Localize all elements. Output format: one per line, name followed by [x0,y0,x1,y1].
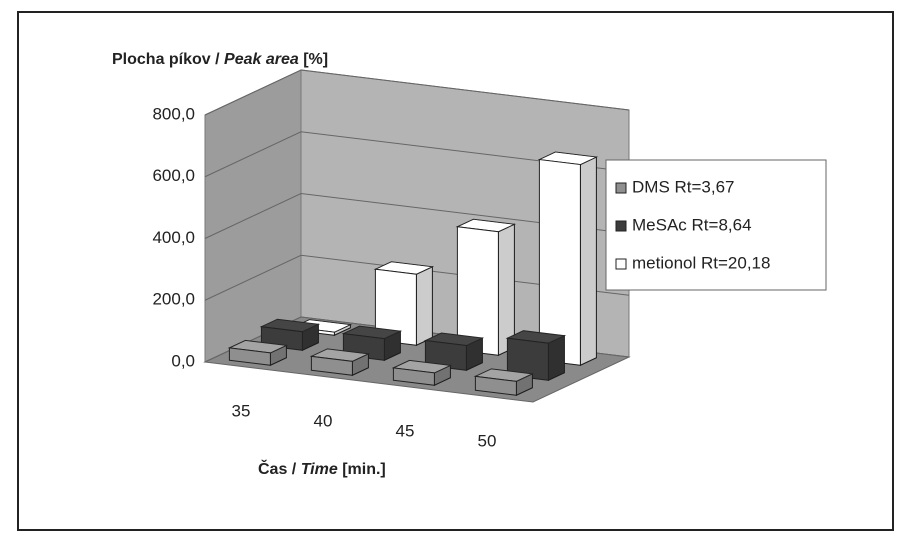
bar-front [228,347,271,366]
axis-title-part: [min.] [338,461,386,478]
axis-title-part: Peak area [224,51,299,68]
bar-front [474,375,517,396]
grid-line [204,131,630,178]
legend-swatch [615,258,627,270]
y-tick-label: 600,0 [152,166,195,185]
bar [423,332,485,372]
axis-title: Plocha píkov / Peak area [%] [112,51,328,68]
y-tick-label: 200,0 [152,290,195,309]
bar-front [374,268,417,346]
bar-side [579,156,597,367]
bar-front [538,158,581,366]
bar [473,368,535,397]
bar [391,359,453,387]
bar-front [310,355,353,376]
bar [505,330,567,382]
legend-label: DMS Rt=3,67 [632,177,735,196]
bar [455,218,517,357]
axis-title: Čas / Time [min.] [258,459,386,478]
bar-front [456,226,499,356]
bar [309,348,371,377]
grid-line [204,254,630,301]
x-tick-label: 35 [232,401,251,420]
plot: 0,0 200,0 400,0 600,0 800,0 35 40 45 50 [152,69,631,450]
legend-swatch [615,182,627,194]
legend-label: MeSAc Rt=8,64 [632,215,752,234]
y-tick-label: 800,0 [152,104,195,123]
grid-line [204,192,630,239]
bar [227,339,289,367]
bar-front [424,339,467,371]
x-tick-label: 40 [314,411,333,430]
axis-title-part: [%] [299,51,328,68]
x-tick-label: 45 [396,421,415,440]
legend-swatch [615,220,627,232]
bar-side [415,265,433,347]
bar-front [506,337,549,381]
x-tick-label: 50 [478,431,497,450]
bar [373,261,435,347]
legend [605,159,827,291]
bar [537,151,599,367]
axis-title-part: Time [301,461,338,478]
legend-items: DMS Rt=3,67 MeSAc Rt=8,64 metionol Rt=20,1… [615,177,770,272]
y-tick-label: 0,0 [171,351,195,370]
bar-front [392,367,435,386]
y-tick-label: 400,0 [152,228,195,247]
axis-title-part: Čas / [258,459,301,478]
grid-line [204,69,630,116]
legend-label: metionol Rt=20,18 [632,253,770,272]
axis-title-part: Plocha píkov / [112,51,224,68]
